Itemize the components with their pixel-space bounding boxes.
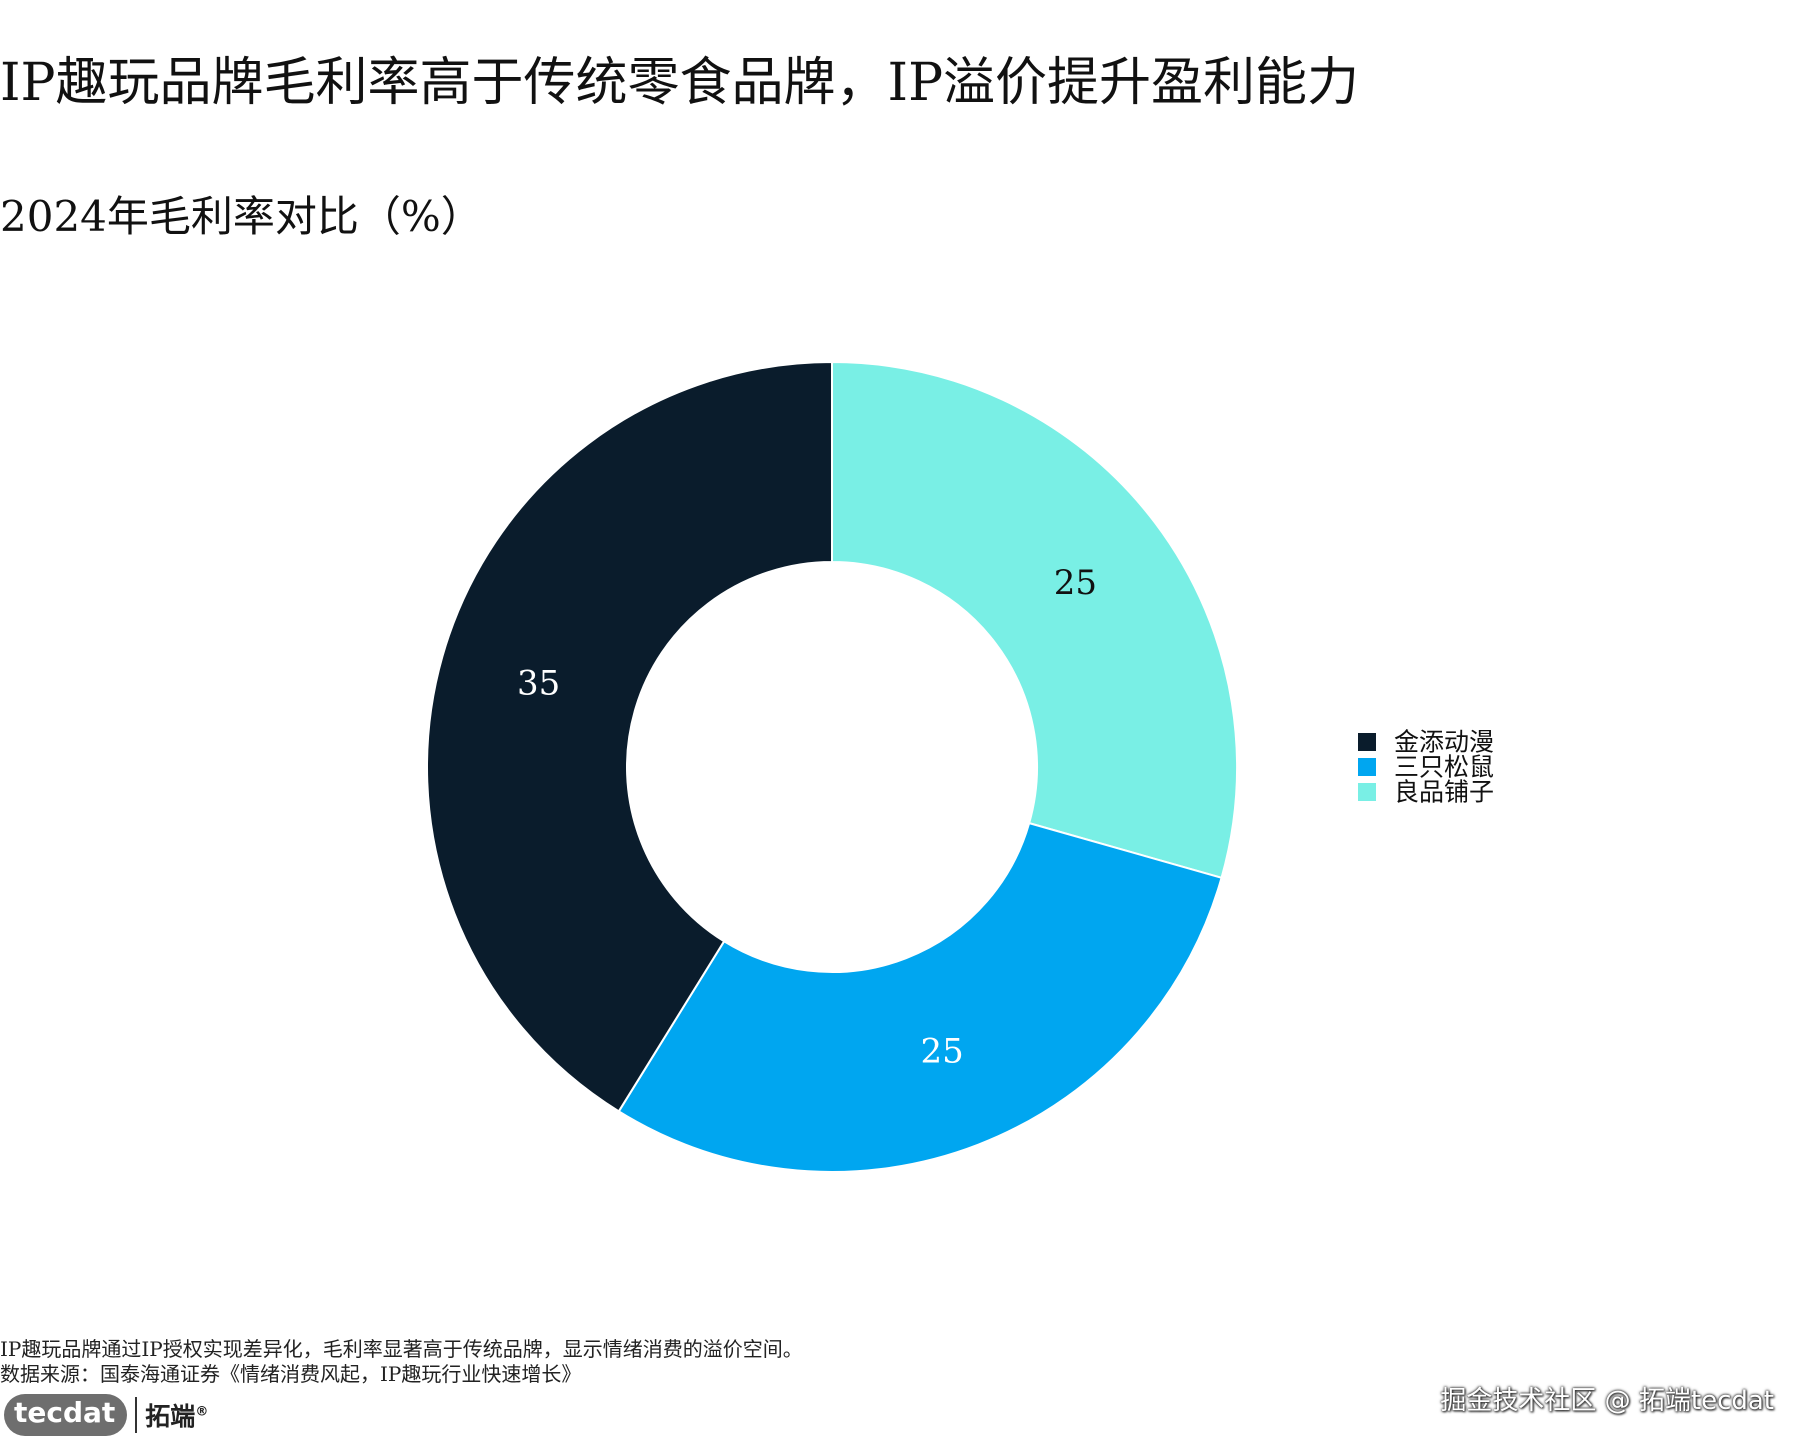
logo-chinese-name: 拓端®: [145, 1397, 208, 1433]
slice-label-2: 25: [921, 1031, 964, 1071]
page-title: IP趣玩品牌毛利率高于传统零食品牌，IP溢价提升盈利能力: [0, 53, 1360, 113]
slice-2: [617, 821, 1223, 1173]
legend-label-3: 良品铺子: [1394, 778, 1494, 807]
legend-swatch-3: [1358, 783, 1376, 801]
slice-1: [426, 360, 833, 1113]
legend-swatch-1: [1358, 733, 1376, 751]
watermark: 掘金技术社区 @ 拓端tecdat: [1440, 1386, 1774, 1416]
slice-label-3: 25: [1054, 563, 1097, 603]
logo-divider: [135, 1397, 138, 1433]
slice-labels: 25 25 35: [517, 563, 1097, 1071]
slice-3: [831, 360, 1238, 880]
data-source: 数据来源：国泰海通证券《情绪消费风起，IP趣玩行业快速增长》: [0, 1362, 582, 1386]
legend-label-1: 金添动漫: [1394, 728, 1494, 757]
tecdat-logo: tecdat 拓端®: [4, 1390, 208, 1440]
logo-chinese-text: 拓端: [145, 1402, 196, 1431]
chart-note: IP趣玩品牌通过IP授权实现差异化，毛利率显著高于传统品牌，显示情绪消费的溢价空…: [0, 1337, 803, 1361]
slice-label-1: 35: [517, 664, 560, 704]
chart-subtitle: 2024年毛利率对比（%）: [0, 192, 483, 241]
logo-registered-mark: ®: [195, 1404, 209, 1420]
logo-badge: tecdat: [4, 1394, 128, 1436]
donut-slices: [426, 360, 1238, 1173]
legend-swatch-2: [1358, 758, 1376, 776]
legend-label-2: 三只松鼠: [1394, 753, 1494, 782]
